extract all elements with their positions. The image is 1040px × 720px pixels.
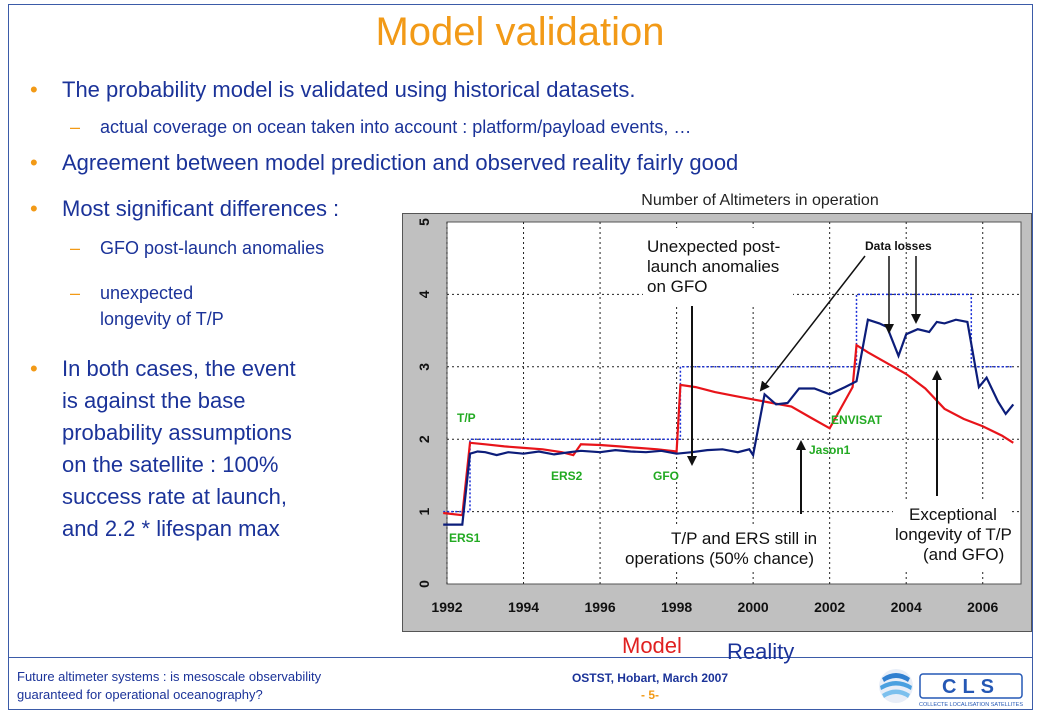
x-tick-label: 2004	[891, 599, 922, 615]
bullet-dot: •	[30, 353, 38, 385]
bullet-4: • In both cases, the event is against th…	[62, 353, 296, 545]
still-callout-line-2: operations (50% chance)	[625, 549, 814, 568]
bullet-3: • Most significant differences :	[62, 196, 339, 222]
bullet-2: • Agreement between model prediction and…	[62, 150, 738, 176]
x-tick-label: 1994	[508, 599, 539, 615]
page-number: - 5-	[530, 687, 770, 704]
sub-bullet-2: – GFO post-launch anomalies	[100, 238, 324, 259]
chart-svg: 1992 1994 1996 1998 2000 2002 2004 2006 0 1 2 3 4 5 U…	[403, 214, 1031, 631]
legend-reality: Reality	[727, 639, 794, 665]
sub-bullet-1: – actual coverage on ocean taken into ac…	[100, 117, 691, 138]
jason1-label: Jason1	[809, 443, 851, 457]
x-tick-label: 2000	[738, 599, 769, 615]
longevity-callout-line-1: Exceptional	[909, 505, 997, 524]
longevity-callout-line-3: (and GFO)	[923, 545, 1004, 564]
y-tick-label: 3	[416, 363, 432, 371]
bullet-1-text: The probability model is validated using…	[62, 77, 636, 102]
bullet-dot: •	[30, 150, 38, 176]
y-tick-label: 4	[416, 290, 432, 298]
sub-dash: –	[70, 117, 80, 138]
sub-dash: –	[70, 280, 80, 306]
cls-logo: CLS COLLECTE LOCALISATION SATELLITES	[876, 664, 1026, 710]
sub-bullet-3: – unexpected longevity of T/P	[100, 280, 224, 332]
ers1-label: ERS1	[449, 531, 481, 545]
bullet-2-text: Agreement between model prediction and o…	[62, 150, 738, 175]
bullet-3-text: Most significant differences :	[62, 196, 339, 221]
gfo-label: GFO	[653, 469, 679, 483]
envisat-label: ENVISAT	[831, 413, 883, 427]
legend-model: Model	[622, 633, 682, 659]
y-tick-label: 2	[416, 435, 432, 443]
data-losses-label: Data losses	[865, 239, 932, 253]
x-tick-label: 1996	[584, 599, 615, 615]
footer-event: OSTST, Hobart, March 2007	[530, 670, 770, 687]
longevity-callout-line-2: longevity of T/P	[895, 525, 1012, 544]
cls-logo-svg: CLS COLLECTE LOCALISATION SATELLITES	[876, 664, 1026, 710]
bullet-4-line-6: and 2.2 * lifespan max	[62, 513, 296, 545]
anomalies-callout-line-1: Unexpected post-	[647, 237, 780, 256]
footer-center: OSTST, Hobart, March 2007 - 5-	[530, 670, 770, 704]
x-tick-label: 1992	[431, 599, 462, 615]
footer-left: Future altimeter systems : is mesoscale …	[17, 668, 417, 704]
y-tick-label: 1	[416, 507, 432, 515]
bullet-4-line-5: success rate at launch,	[62, 481, 296, 513]
bullet-dot: •	[30, 196, 38, 222]
still-callout-line-1: T/P and ERS still in	[671, 529, 817, 548]
chart-title: Number of Altimeters in operation	[560, 192, 960, 210]
x-tick-label: 2002	[814, 599, 845, 615]
sub-bullet-1-text: actual coverage on ocean taken into acco…	[100, 117, 691, 137]
sub-bullet-2-text: GFO post-launch anomalies	[100, 238, 324, 258]
sub-bullet-3-line-2: longevity of T/P	[100, 306, 224, 332]
ers2-label: ERS2	[551, 469, 583, 483]
bullet-4-line-1: In both cases, the event	[62, 353, 296, 385]
bullet-1: • The probability model is validated usi…	[62, 77, 636, 103]
anomalies-callout-line-3: on GFO	[647, 277, 707, 296]
chart-container: 1992 1994 1996 1998 2000 2002 2004 2006 0 1 2 3 4 5 U…	[402, 213, 1032, 632]
y-tick-label: 0	[416, 580, 432, 588]
footer-divider	[8, 657, 1032, 658]
x-tick-label: 1998	[661, 599, 692, 615]
y-tick-label: 5	[416, 218, 432, 226]
bullet-4-line-3: probability assumptions	[62, 417, 296, 449]
footer-left-line-2: guaranteed for operational oceanography?	[17, 686, 417, 704]
tp-label: T/P	[457, 411, 476, 425]
bullet-dot: •	[30, 77, 38, 103]
footer-left-line-1: Future altimeter systems : is mesoscale …	[17, 668, 417, 686]
bullet-4-line-2: is against the base	[62, 385, 296, 417]
sub-bullet-3-line-1: unexpected	[100, 280, 224, 306]
slide-title: Model validation	[0, 10, 1040, 55]
x-tick-label: 2006	[967, 599, 998, 615]
logo-text: CLS	[942, 676, 1000, 698]
anomalies-callout-line-2: launch anomalies	[647, 257, 779, 276]
sub-dash: –	[70, 238, 80, 259]
bullet-4-line-4: on the satellite : 100%	[62, 449, 296, 481]
logo-subtitle: COLLECTE LOCALISATION SATELLITES	[919, 702, 1023, 708]
